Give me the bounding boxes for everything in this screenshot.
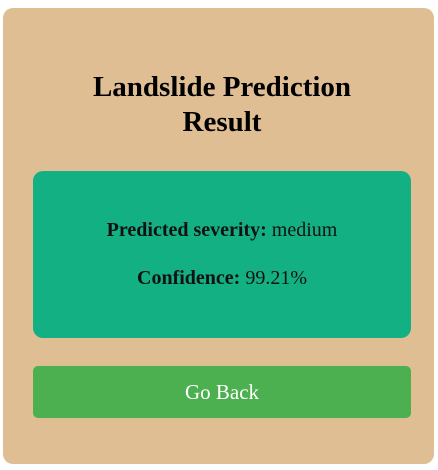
- confidence-value: 99.21%: [245, 267, 307, 289]
- confidence-label: Confidence:: [137, 267, 241, 289]
- predicted-severity-row: Predicted severity: medium: [33, 218, 411, 242]
- go-back-button[interactable]: Go Back: [33, 366, 411, 418]
- prediction-result-panel: Predicted severity: medium Confidence: 9…: [33, 171, 411, 338]
- predicted-severity-label: Predicted severity:: [106, 219, 267, 241]
- page-title-line-1: Landslide Prediction: [92, 71, 352, 103]
- result-card: Landslide Prediction Result Predicted se…: [3, 8, 434, 464]
- page-title-line-2: Result: [182, 106, 262, 138]
- confidence-row: Confidence: 99.21%: [33, 266, 411, 290]
- page-title: Landslide Prediction Result: [3, 70, 438, 140]
- predicted-severity-value: medium: [271, 219, 338, 241]
